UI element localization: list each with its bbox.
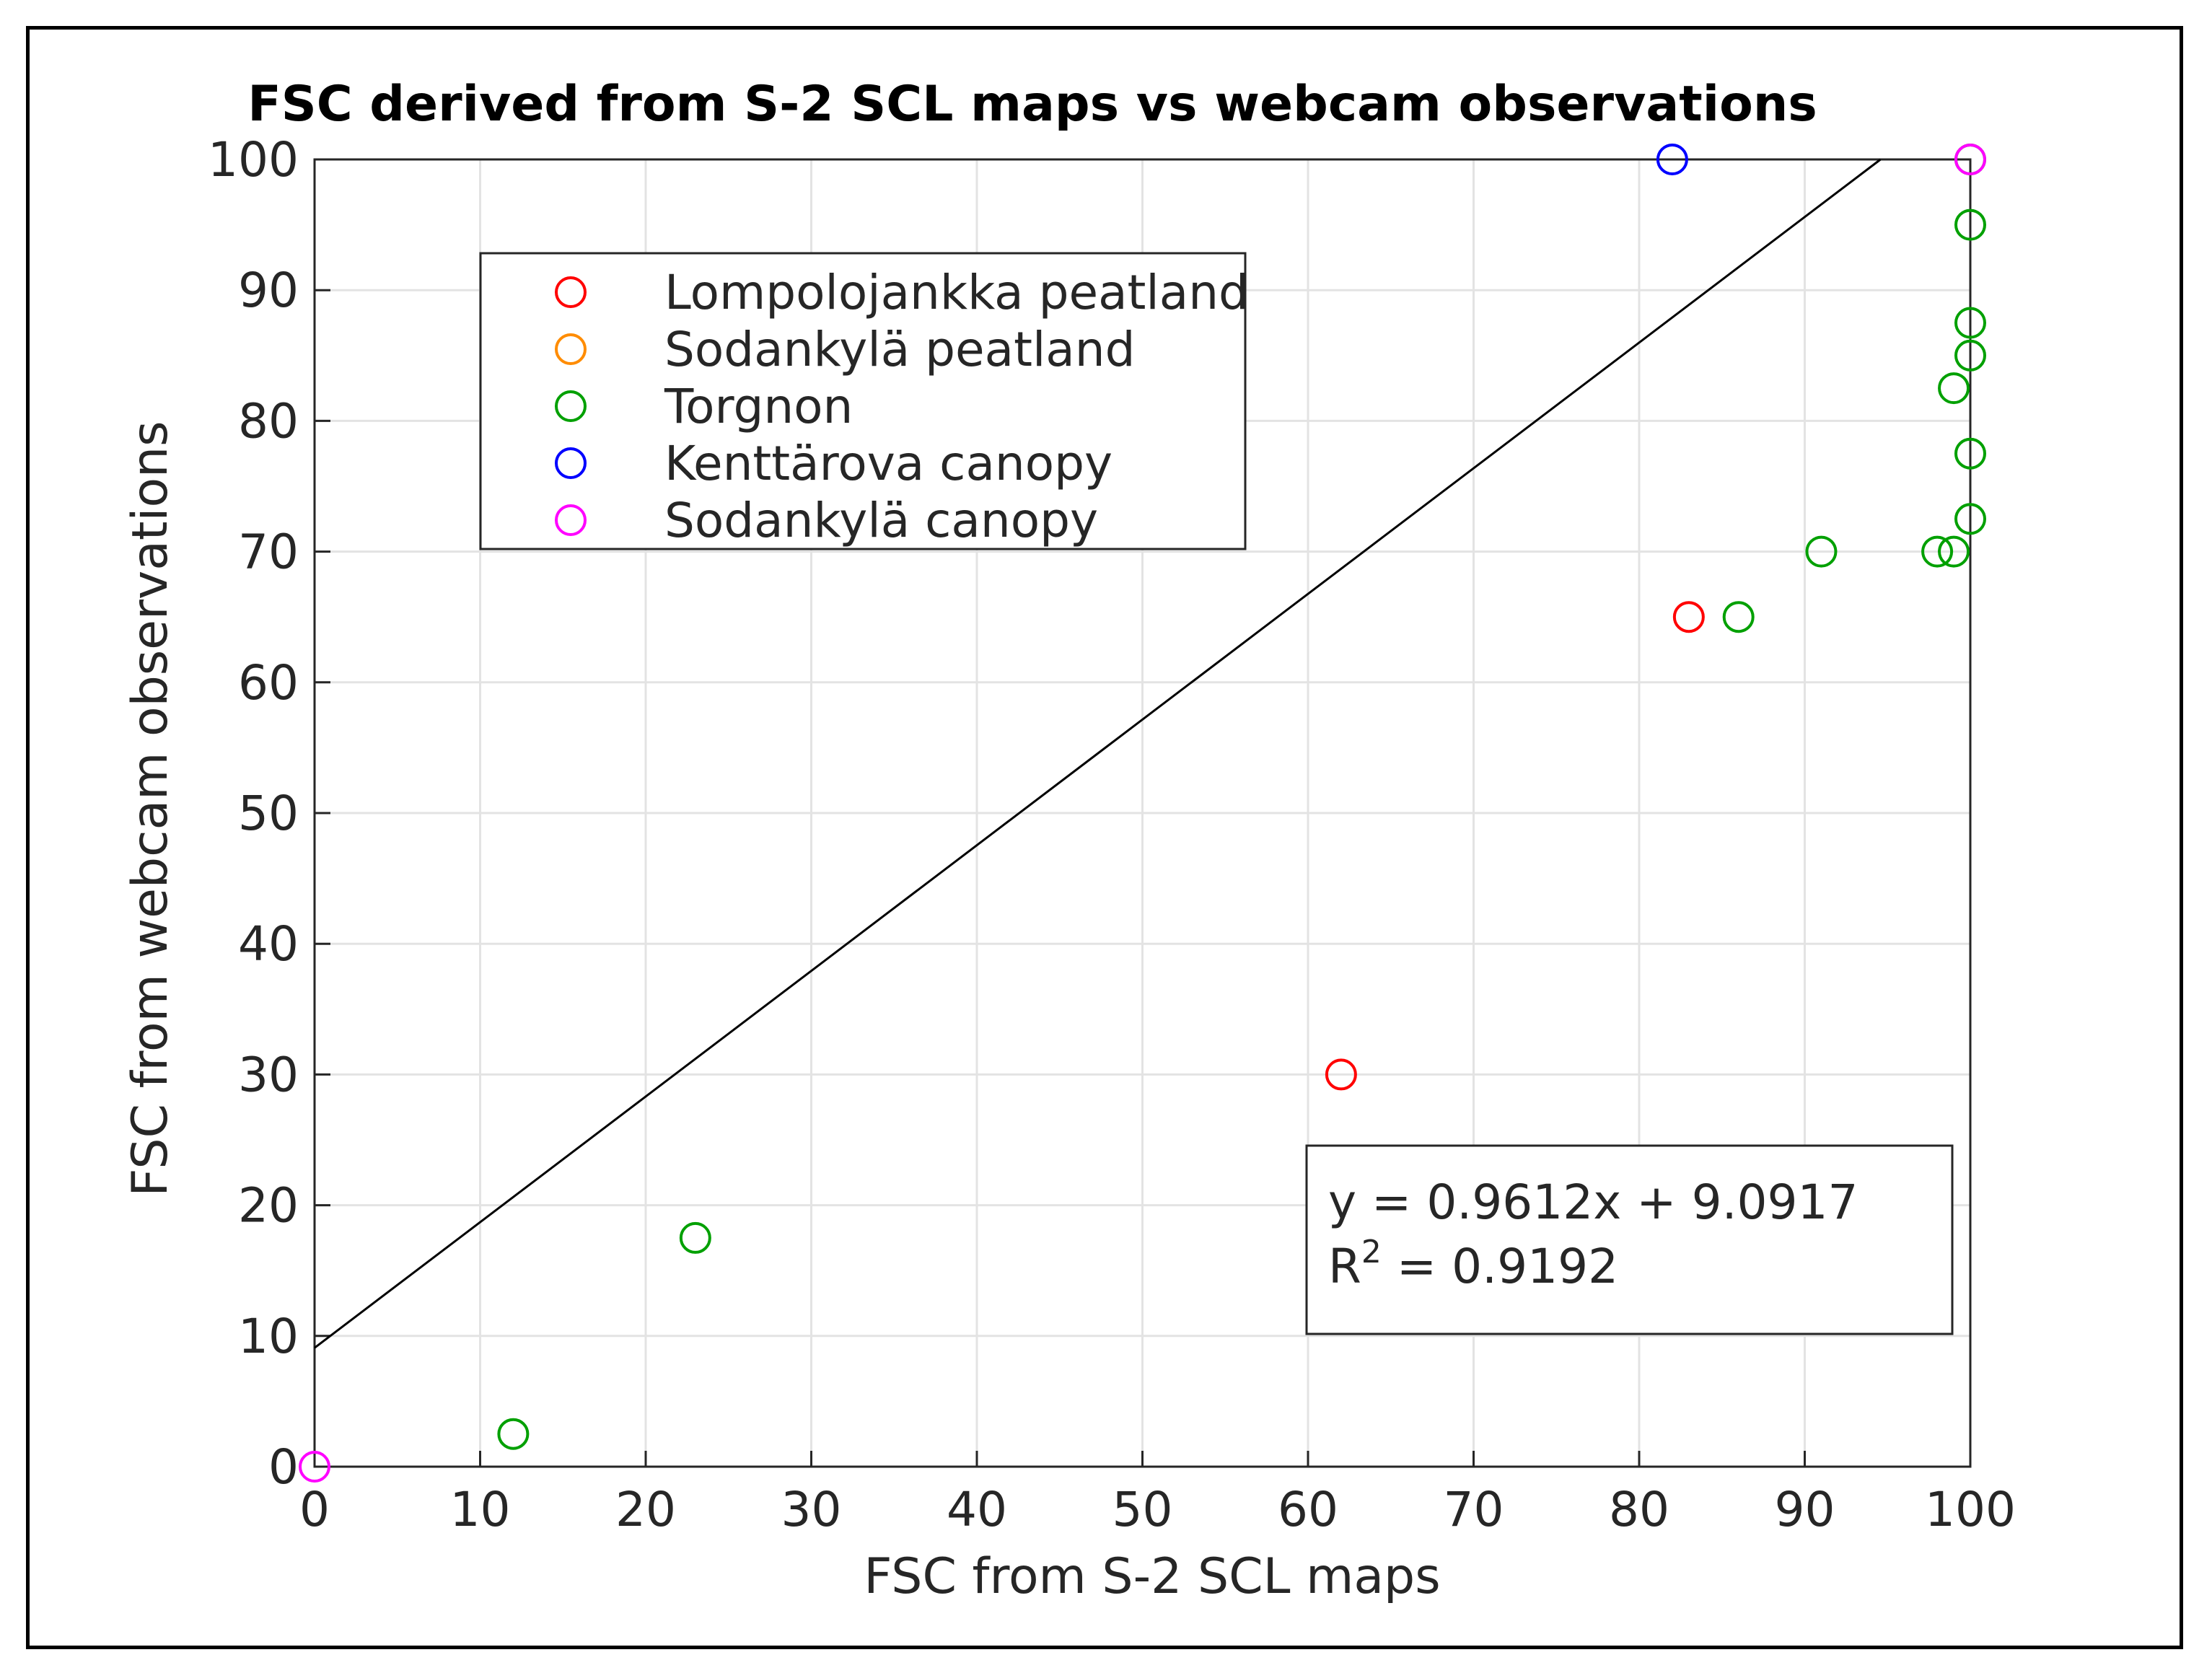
r-squared-text: R2 = 0.9192 xyxy=(1328,1234,1618,1294)
legend-label: Kenttärova canopy xyxy=(664,436,1112,491)
legend-marker xyxy=(555,447,587,479)
x-axis-label: FSC from S-2 SCL maps xyxy=(864,1548,1440,1605)
legend-box xyxy=(479,252,1247,550)
y-tick-label: 30 xyxy=(238,1047,299,1102)
x-tick-label: 40 xyxy=(947,1482,1007,1537)
y-tick-label: 60 xyxy=(238,655,299,711)
legend-label: Sodankylä peatland xyxy=(664,322,1135,377)
data-point xyxy=(299,1451,330,1483)
data-points xyxy=(299,144,1986,1483)
x-tick-label: 30 xyxy=(781,1482,842,1537)
x-tick-label: 100 xyxy=(1925,1482,2016,1537)
data-point xyxy=(1954,339,1986,372)
x-tick-label: 80 xyxy=(1609,1482,1669,1537)
annotation-box xyxy=(1305,1144,1954,1335)
data-point xyxy=(1805,535,1838,568)
scatter-chart: 0 10 20 30 40 50 60 70 80 90 100 0 10 20 30 40 50 60 70 80 9… xyxy=(30,30,2180,1646)
data-point xyxy=(497,1418,530,1450)
chart-title: FSC derived from S-2 SCL maps vs webcam … xyxy=(247,76,1817,133)
data-point xyxy=(1672,601,1705,633)
data-point xyxy=(1954,503,1986,535)
y-tick-label: 90 xyxy=(238,263,299,318)
r-squared-superscript: 2 xyxy=(1361,1234,1382,1270)
figure-frame: 0 10 20 30 40 50 60 70 80 90 100 0 10 20 30 40 50 60 70 80 9… xyxy=(26,26,2183,1649)
legend-label: Sodankylä canopy xyxy=(664,493,1098,548)
y-tick-label: 20 xyxy=(238,1178,299,1234)
data-point xyxy=(1954,437,1986,470)
axis-ticks: 0 10 20 30 40 50 60 70 80 90 100 0 10 20 30 40 50 60 70 80 9… xyxy=(208,132,2016,1537)
data-point xyxy=(1954,307,1986,339)
data-point xyxy=(1325,1058,1357,1091)
data-point xyxy=(1722,601,1755,633)
y-tick-label: 100 xyxy=(208,132,299,188)
data-point xyxy=(1954,208,1986,241)
x-tick-label: 10 xyxy=(450,1482,511,1537)
x-tick-label: 0 xyxy=(299,1482,330,1537)
y-tick-label: 80 xyxy=(238,393,299,449)
data-point xyxy=(1938,372,1970,405)
y-tick-label: 0 xyxy=(268,1439,299,1495)
y-tick-label: 50 xyxy=(238,786,299,841)
x-tick-label: 20 xyxy=(615,1482,676,1537)
legend-marker xyxy=(555,276,587,308)
x-tick-label: 50 xyxy=(1112,1482,1173,1537)
x-tick-label: 60 xyxy=(1278,1482,1338,1537)
y-tick-label: 70 xyxy=(238,524,299,580)
regression-line xyxy=(314,158,1882,1349)
y-axis-label: FSC from webcam observations xyxy=(122,421,179,1196)
r-squared-value: = 0.9192 xyxy=(1382,1239,1618,1294)
data-point xyxy=(1656,144,1688,175)
r-squared-prefix: R xyxy=(1328,1239,1361,1294)
data-point xyxy=(1954,144,1986,175)
fit-line-group xyxy=(314,158,1882,1349)
y-tick-label: 40 xyxy=(238,916,299,972)
legend-marker xyxy=(555,390,587,422)
x-tick-label: 70 xyxy=(1444,1482,1504,1537)
data-point xyxy=(1921,535,1954,568)
data-point xyxy=(679,1221,711,1254)
legend-label: Lompolojankka peatland xyxy=(664,265,1249,320)
regression-annotation: y = 0.9612x + 9.0917 R2 = 0.9192 xyxy=(1305,1144,1954,1335)
regression-equation: y = 0.9612x + 9.0917 xyxy=(1328,1174,1858,1230)
y-tick-label: 10 xyxy=(238,1309,299,1364)
data-point xyxy=(1938,535,1970,568)
legend-marker xyxy=(555,333,587,365)
legend-label: Torgnon xyxy=(664,379,853,434)
legend-marker xyxy=(555,504,587,536)
x-tick-label: 90 xyxy=(1775,1482,1835,1537)
